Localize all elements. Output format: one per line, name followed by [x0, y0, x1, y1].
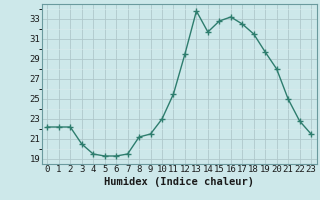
X-axis label: Humidex (Indice chaleur): Humidex (Indice chaleur)	[104, 177, 254, 187]
